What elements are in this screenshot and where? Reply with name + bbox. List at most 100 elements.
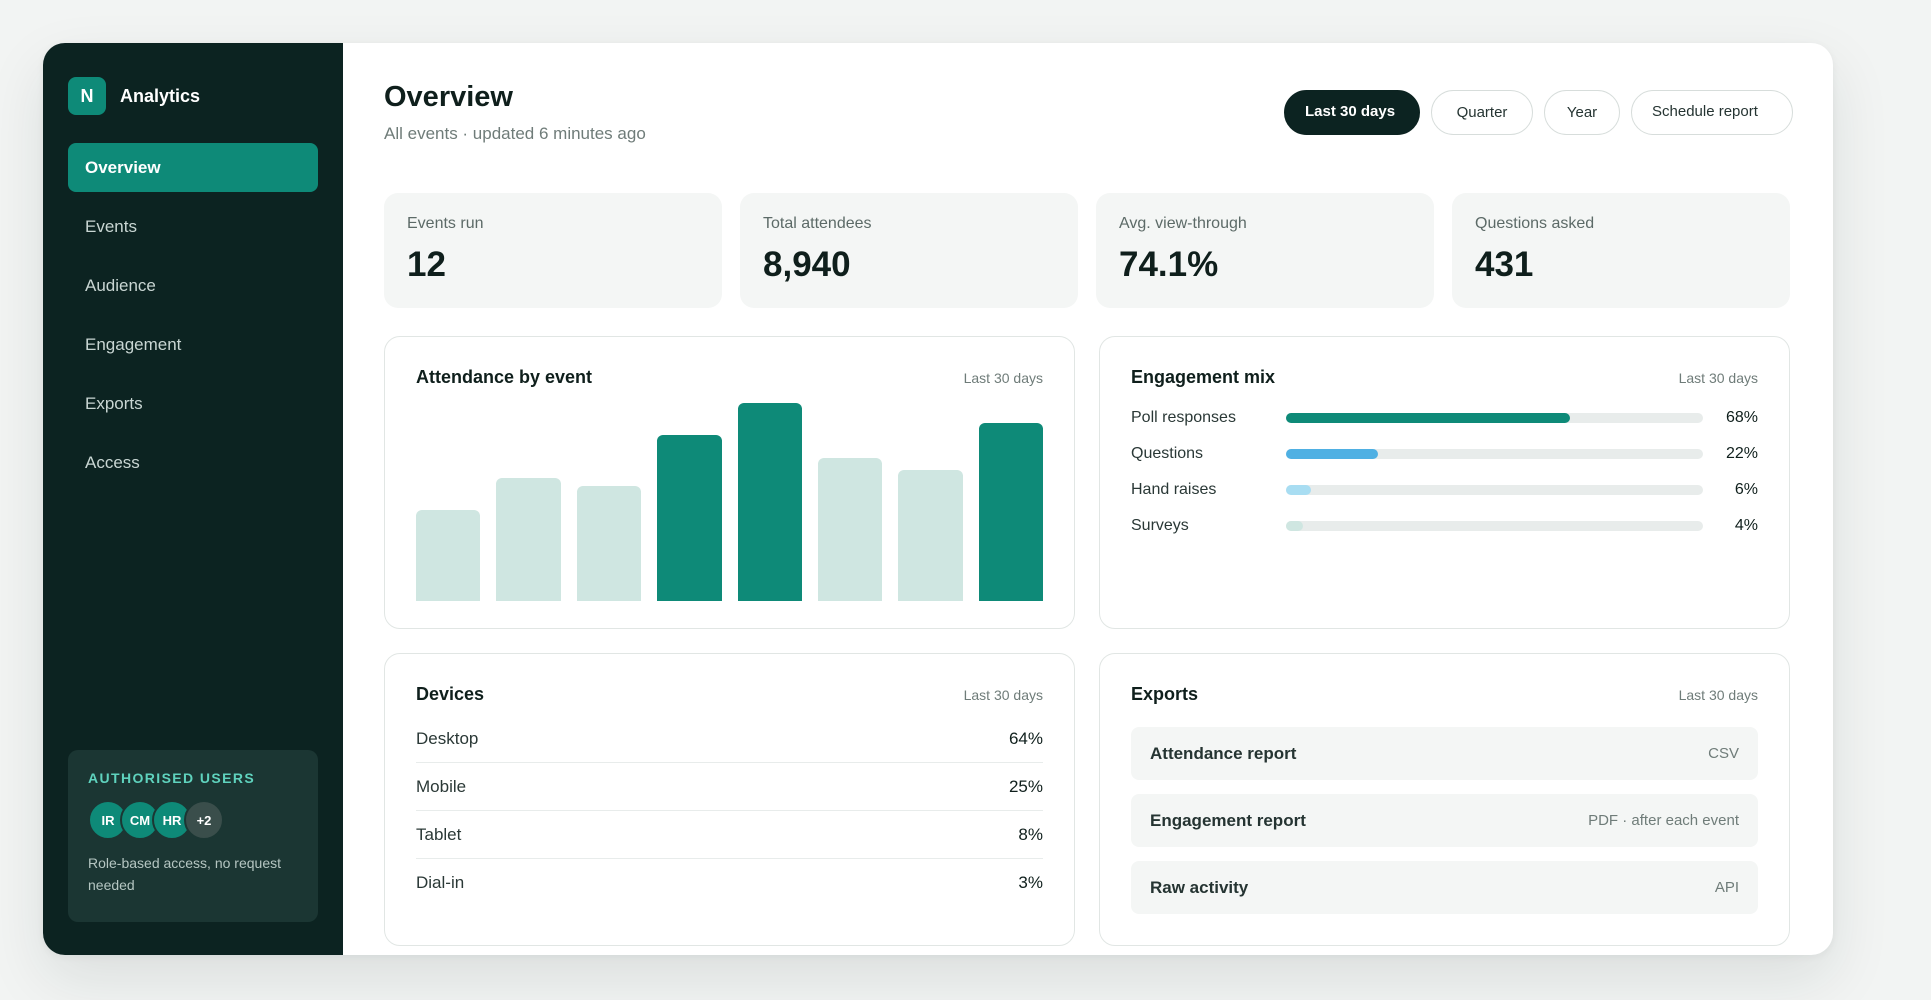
kpi-label: Questions asked <box>1475 215 1595 232</box>
mix-percent: 6% <box>1734 481 1758 498</box>
mix-fill <box>1286 521 1303 531</box>
kpi-value: 74.1% <box>1119 245 1219 284</box>
mix-label: Questions <box>1131 445 1204 462</box>
mix-fill <box>1286 413 1570 423</box>
engagement-mix-card: Engagement mix Last 30 days Poll respons… <box>1099 336 1790 629</box>
kpi-label: Events run <box>407 215 484 232</box>
device-value: 64% <box>1008 728 1043 748</box>
device-label: Dial-in <box>416 873 465 892</box>
exports-card: Exports Last 30 days Attendance report C… <box>1099 653 1790 946</box>
attendance-bar-6[interactable] <box>817 458 883 601</box>
engagement-card-range: Last 30 days <box>1678 369 1758 386</box>
attendance-bar-chart <box>416 403 1043 601</box>
schedule-report-button[interactable]: Schedule report <box>1631 90 1793 135</box>
export-item-engagement-report[interactable]: Engagement report PDF · after each event <box>1131 794 1758 847</box>
sidebar-item-audience[interactable]: Audience <box>85 275 156 295</box>
range-last-30-days-button[interactable]: Last 30 days <box>1284 90 1420 135</box>
brand-logo-icon: N <box>68 77 106 115</box>
device-label: Tablet <box>416 824 462 844</box>
mix-label: Surveys <box>1131 517 1189 534</box>
device-row-desktop: Desktop 64% <box>416 715 1043 763</box>
kpi-row: Events run 12 Total attendees 8,940 Avg.… <box>384 193 1793 308</box>
attendance-card-title: Attendance by event <box>416 367 593 387</box>
avatar-more-count[interactable]: +2 <box>184 800 224 840</box>
page-subtitle: All events · updated 6 minutes ago <box>384 124 646 143</box>
export-name: Raw activity <box>1150 877 1249 897</box>
sidebar: N Analytics Overview Events Audience Eng… <box>43 43 343 955</box>
exports-list: Attendance report CSV Engagement report … <box>1131 727 1758 914</box>
kpi-value: 12 <box>407 245 446 284</box>
authorised-users-card: AUTHORISED USERS IR CM HR +2 Role-based … <box>68 750 318 922</box>
exports-card-title: Exports <box>1131 684 1199 704</box>
mix-label: Poll responses <box>1131 409 1236 426</box>
card-grid: Attendance by event Last 30 days Engagem… <box>384 336 1793 946</box>
mix-percent: 68% <box>1725 409 1758 426</box>
kpi-value: 431 <box>1475 245 1534 284</box>
attendance-bar-8[interactable] <box>978 422 1043 601</box>
access-note: Role-based access, no request needed <box>88 855 281 893</box>
devices-list: Desktop 64% Mobile 25% Tablet 8% Dial-in… <box>416 715 1043 907</box>
mix-fill <box>1286 485 1312 495</box>
kpi-label: Total attendees <box>763 215 872 232</box>
kpi-questions-asked: Questions asked 431 <box>1452 193 1790 308</box>
attendance-bar-1[interactable] <box>416 509 481 601</box>
device-row-tablet: Tablet 8% <box>416 811 1043 859</box>
attendance-bar-4[interactable] <box>657 434 722 601</box>
attendance-card: Attendance by event Last 30 days <box>384 336 1075 629</box>
mix-track <box>1286 485 1703 495</box>
export-item-raw-activity[interactable]: Raw activity API <box>1131 861 1758 914</box>
range-quarter-button[interactable]: Quarter <box>1431 90 1533 135</box>
attendance-bar-5[interactable] <box>737 403 802 601</box>
mix-percent: 22% <box>1725 445 1758 462</box>
mix-fill <box>1286 449 1378 459</box>
mix-row-surveys: Surveys 4% <box>1131 508 1758 544</box>
avatar[interactable]: HR <box>152 800 192 840</box>
device-row-dial-in: Dial-in 3% <box>416 859 1043 907</box>
sidebar-nav: Overview Events Audience Engagement Expo… <box>68 143 318 487</box>
mix-row-hand-raises: Hand raises 6% <box>1131 472 1758 508</box>
device-label: Mobile <box>416 776 467 796</box>
page-title: Overview <box>384 81 513 113</box>
authorised-users-title: AUTHORISED USERS <box>88 770 256 786</box>
device-value: 3% <box>1018 873 1043 892</box>
brand-name: Analytics <box>120 85 201 106</box>
device-row-mobile: Mobile 25% <box>416 763 1043 811</box>
attendance-bar-7[interactable] <box>898 470 963 601</box>
sidebar-item-engagement[interactable]: Engagement <box>85 334 182 354</box>
exports-card-range: Last 30 days <box>1678 686 1758 703</box>
mix-row-poll-responses: Poll responses 68% <box>1131 400 1758 436</box>
mix-percent: 4% <box>1734 517 1758 534</box>
export-item-attendance-report[interactable]: Attendance report CSV <box>1131 727 1758 780</box>
kpi-label: Avg. view-through <box>1119 215 1247 232</box>
engagement-card-title: Engagement mix <box>1131 367 1276 387</box>
attendance-bar-3[interactable] <box>576 486 642 601</box>
export-format: API <box>1714 879 1739 896</box>
device-value: 25% <box>1008 776 1043 796</box>
kpi-events-run: Events run 12 <box>384 193 722 308</box>
mix-track <box>1286 413 1703 423</box>
export-name: Engagement report <box>1150 810 1306 830</box>
engagement-mix-list: Poll responses 68% Questions 22% Hand ra… <box>1131 400 1758 544</box>
sidebar-item-events[interactable]: Events <box>85 216 137 236</box>
range-controls: Last 30 days Quarter Year Schedule repor… <box>1284 90 1793 135</box>
mix-track <box>1286 449 1703 459</box>
export-name: Attendance report <box>1150 743 1297 763</box>
mix-track <box>1286 521 1703 531</box>
attendance-card-range: Last 30 days <box>963 369 1043 386</box>
mix-label: Hand raises <box>1131 481 1217 498</box>
devices-card-range: Last 30 days <box>963 686 1043 703</box>
export-format: CSV <box>1708 745 1739 762</box>
main-content: Overview All events · updated 6 minutes … <box>343 43 1833 955</box>
devices-card-title: Devices <box>416 684 485 704</box>
page-header: Overview All events · updated 6 minutes … <box>384 81 1793 181</box>
avatar-group: IR CM HR +2 <box>88 800 298 842</box>
attendance-bar-2[interactable] <box>496 478 561 601</box>
device-value: 8% <box>1018 824 1043 844</box>
sidebar-item-exports[interactable]: Exports <box>85 393 143 413</box>
brand[interactable]: N Analytics <box>68 77 318 115</box>
sidebar-item-access[interactable]: Access <box>85 452 140 472</box>
mix-row-questions: Questions 22% <box>1131 436 1758 472</box>
range-year-button[interactable]: Year <box>1544 90 1620 135</box>
sidebar-item-overview[interactable]: Overview <box>68 143 318 192</box>
app-window: N Analytics Overview Events Audience Eng… <box>43 43 1833 955</box>
